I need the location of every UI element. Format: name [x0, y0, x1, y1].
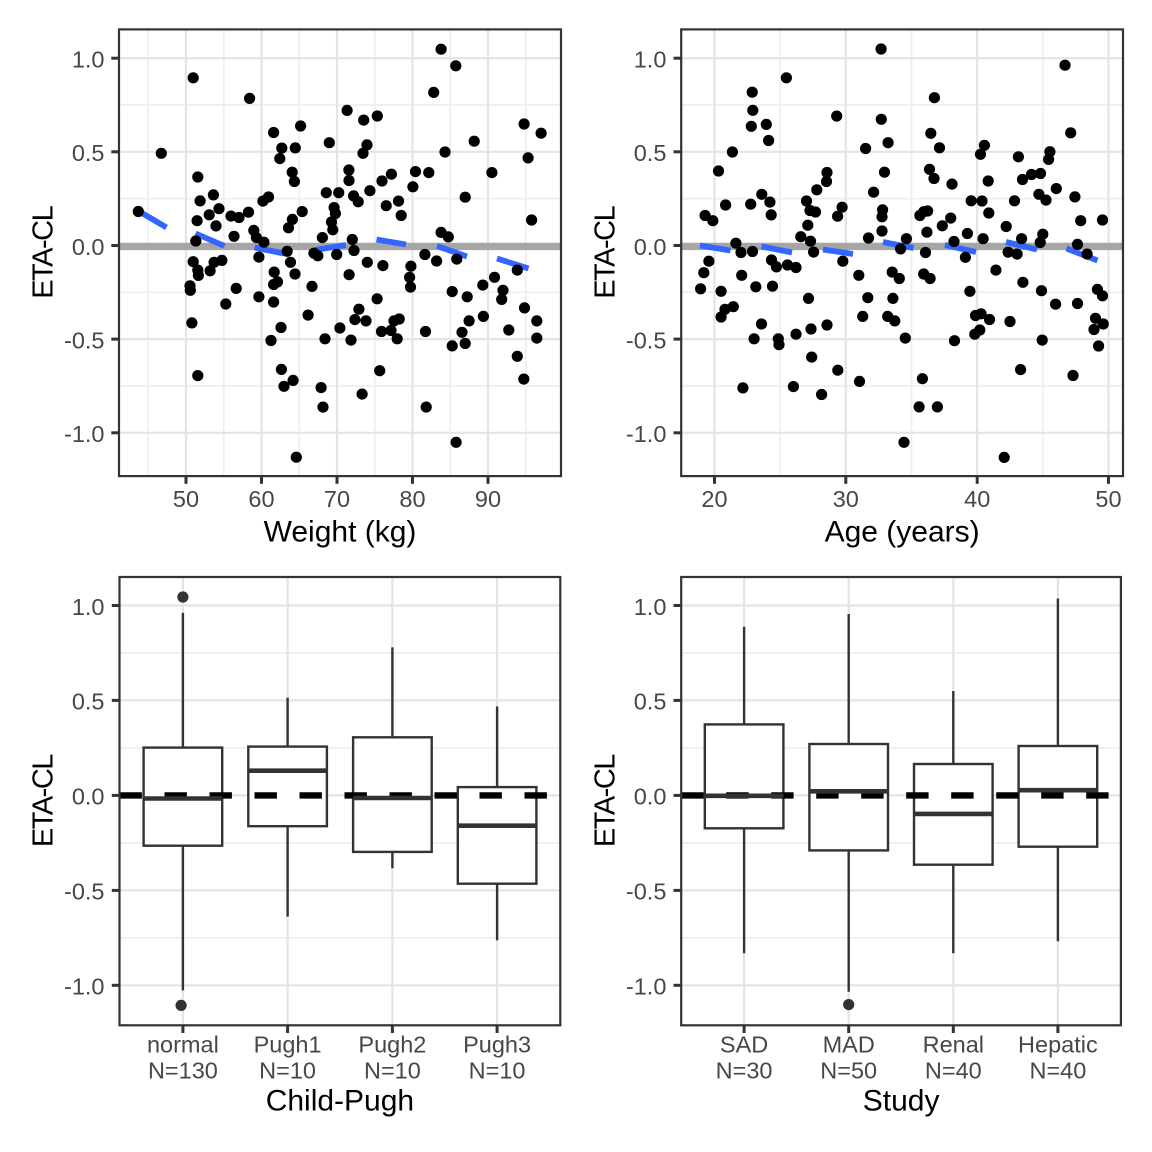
svg-text:ETA-CL: ETA-CL	[27, 754, 59, 847]
svg-text:N=30: N=30	[716, 1058, 773, 1084]
svg-text:90: 90	[475, 486, 501, 512]
svg-text:Pugh2: Pugh2	[358, 1032, 426, 1058]
svg-text:30: 30	[833, 486, 859, 512]
svg-text:Age (years): Age (years)	[825, 516, 980, 549]
svg-text:Pugh1: Pugh1	[254, 1032, 322, 1058]
svg-text:N=10: N=10	[469, 1058, 526, 1084]
svg-text:Renal: Renal	[923, 1032, 984, 1058]
svg-text:N=50: N=50	[820, 1058, 877, 1084]
svg-text:ETA-CL: ETA-CL	[27, 205, 59, 298]
svg-text:-0.5: -0.5	[626, 879, 667, 905]
svg-text:-0.5: -0.5	[64, 879, 105, 905]
svg-text:ETA-CL: ETA-CL	[589, 754, 621, 847]
svg-text:1.0: 1.0	[634, 47, 667, 73]
svg-text:1.0: 1.0	[72, 47, 105, 73]
svg-text:N=10: N=10	[364, 1058, 421, 1084]
svg-text:20: 20	[701, 486, 727, 512]
svg-text:0.0: 0.0	[634, 784, 667, 810]
svg-text:Study: Study	[863, 1085, 940, 1118]
svg-text:50: 50	[1095, 486, 1121, 512]
svg-text:1.0: 1.0	[634, 594, 667, 620]
svg-text:0.5: 0.5	[72, 689, 105, 715]
svg-text:0.0: 0.0	[72, 784, 105, 810]
svg-text:-1.0: -1.0	[626, 421, 667, 447]
svg-text:70: 70	[324, 486, 350, 512]
svg-text:-1.0: -1.0	[64, 974, 105, 1000]
svg-text:N=40: N=40	[1029, 1058, 1086, 1084]
svg-text:N=40: N=40	[925, 1058, 982, 1084]
svg-text:SAD: SAD	[720, 1032, 768, 1058]
svg-text:normal: normal	[147, 1032, 219, 1058]
svg-text:0.0: 0.0	[634, 234, 667, 260]
svg-text:50: 50	[173, 486, 199, 512]
svg-text:-1.0: -1.0	[64, 421, 105, 447]
svg-text:-1.0: -1.0	[626, 974, 667, 1000]
svg-text:0.5: 0.5	[634, 689, 667, 715]
svg-text:Weight (kg): Weight (kg)	[264, 516, 417, 549]
svg-text:80: 80	[399, 486, 425, 512]
svg-text:1.0: 1.0	[72, 594, 105, 620]
svg-text:Pugh3: Pugh3	[463, 1032, 531, 1058]
svg-text:0.5: 0.5	[634, 140, 667, 166]
svg-text:Hepatic: Hepatic	[1018, 1032, 1098, 1058]
svg-text:60: 60	[248, 486, 274, 512]
svg-text:Child-Pugh: Child-Pugh	[266, 1085, 414, 1118]
svg-text:-0.5: -0.5	[626, 327, 667, 353]
svg-text:MAD: MAD	[823, 1032, 875, 1058]
svg-text:N=10: N=10	[259, 1058, 316, 1084]
svg-text:N=130: N=130	[148, 1058, 218, 1084]
svg-text:0.0: 0.0	[72, 234, 105, 260]
svg-text:0.5: 0.5	[72, 140, 105, 166]
svg-text:-0.5: -0.5	[64, 327, 105, 353]
svg-text:40: 40	[964, 486, 990, 512]
svg-text:ETA-CL: ETA-CL	[589, 205, 621, 298]
